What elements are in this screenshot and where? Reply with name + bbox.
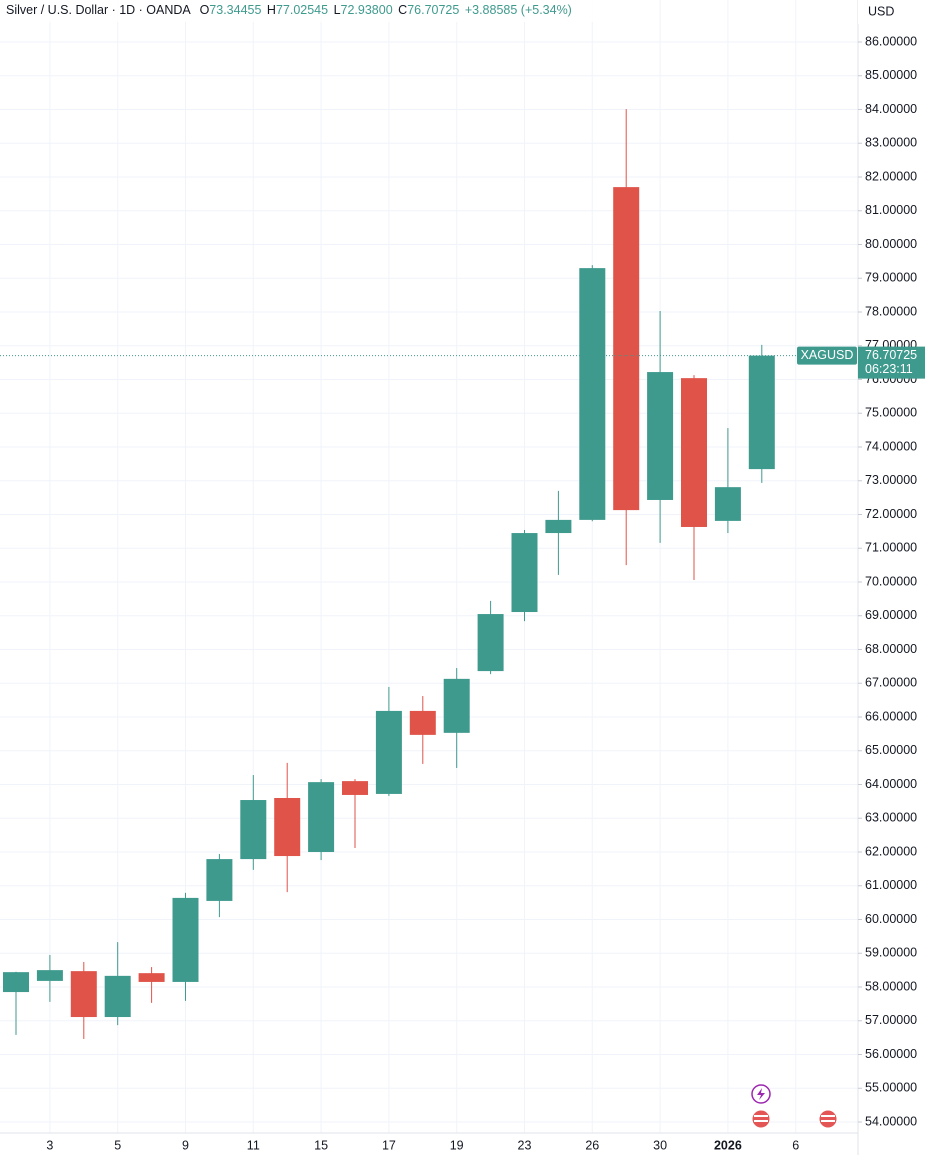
ohlc-value: 76.70725 <box>407 3 459 17</box>
x-tick-label: 5 <box>114 1138 121 1152</box>
candle-body <box>3 972 29 993</box>
flag-stripe <box>754 1115 768 1117</box>
candle-body <box>342 781 368 795</box>
y-tick-label: 70.00000 <box>865 574 917 588</box>
candle-body <box>545 519 572 534</box>
y-tick-label: 78.00000 <box>865 304 917 318</box>
countdown: 06:23:11 <box>865 362 913 376</box>
candle-body <box>681 378 707 527</box>
y-tick-label: 83.00000 <box>865 136 917 150</box>
x-tick-label: 23 <box>518 1138 532 1152</box>
y-tick-label: 61.00000 <box>865 878 917 892</box>
candle-body <box>748 355 775 470</box>
symbol-title: Silver / U.S. Dollar · 1D · OANDA <box>6 3 191 17</box>
y-tick-label: 68.00000 <box>865 642 917 656</box>
y-tick-label: 58.00000 <box>865 979 917 993</box>
candle-body <box>70 971 97 1018</box>
y-tick-label: 62.00000 <box>865 844 917 858</box>
grid <box>0 0 858 1133</box>
symbol-tag-label: XAGUSD <box>801 348 854 362</box>
x-tick-label: 30 <box>653 1138 667 1152</box>
x-tick-label: 3 <box>46 1138 53 1152</box>
y-tick-label: 67.00000 <box>865 676 917 690</box>
flag-icon[interactable] <box>751 1109 771 1129</box>
x-tick-label: 19 <box>450 1138 464 1152</box>
y-tick-label: 75.00000 <box>865 406 917 420</box>
y-tick-label: 72.00000 <box>865 507 917 521</box>
lightning <box>757 1088 765 1100</box>
x-tick-label: 17 <box>382 1138 396 1152</box>
ohlc-letter: C <box>398 3 407 17</box>
y-tick-label: 73.00000 <box>865 473 917 487</box>
y-tick-label: 81.00000 <box>865 203 917 217</box>
candle-body <box>647 372 674 500</box>
price-tag-label: 76.70725 <box>865 348 917 362</box>
x-tick-label: 15 <box>314 1138 328 1152</box>
ohlc-letter: L <box>334 3 341 17</box>
candle-body <box>443 678 470 733</box>
y-tick-label: 66.00000 <box>865 709 917 723</box>
symbol-tag <box>797 346 857 365</box>
currency[interactable]: USD <box>868 4 894 18</box>
candle-body <box>240 800 267 860</box>
candle-body <box>714 487 741 521</box>
y-tick-label: 60.00000 <box>865 912 917 926</box>
x-tick-label: 26 <box>585 1138 599 1152</box>
y-tick-label: 64.00000 <box>865 777 917 791</box>
price-tag <box>858 346 925 379</box>
flag-stripe <box>754 1120 768 1122</box>
y-tick-label: 84.00000 <box>865 102 917 116</box>
y-tick-label: 65.00000 <box>865 743 917 757</box>
candle-body <box>36 970 63 981</box>
y-tick-label: 69.00000 <box>865 608 917 622</box>
y-tick-label: 85.00000 <box>865 68 917 82</box>
y-tick-label: 86.00000 <box>865 34 917 48</box>
flag-stripe <box>821 1120 835 1122</box>
change-pct: (+5.34%) <box>521 3 572 17</box>
change: +3.88585 <box>465 3 518 17</box>
header: Silver / U.S. Dollar · 1D · OANDA O73.34… <box>6 3 572 17</box>
flag-icon[interactable] <box>818 1109 838 1129</box>
ohlc-letter: H <box>267 3 276 17</box>
y-tick-label: 63.00000 <box>865 811 917 825</box>
event-icons <box>751 1084 838 1129</box>
y-tick-label: 82.00000 <box>865 169 917 183</box>
candle-body <box>477 614 504 672</box>
candle-body <box>613 187 640 511</box>
candle-body <box>375 710 402 794</box>
y-tick-label: 59.00000 <box>865 946 917 960</box>
y-tick-label: 79.00000 <box>865 271 917 285</box>
flag-stripe <box>821 1115 835 1117</box>
x-tick-label: 6 <box>792 1138 799 1152</box>
candle-body <box>172 897 199 982</box>
y-tick-label: 54.00000 <box>865 1114 917 1128</box>
candle-body <box>579 268 606 520</box>
y-tick-label: 74.00000 <box>865 439 917 453</box>
x-tick-label: 9 <box>182 1138 189 1152</box>
ohlc-value: 77.02545 <box>276 3 328 17</box>
ohlc-value: 73.34455 <box>209 3 261 17</box>
y-tick-label: 71.00000 <box>865 541 917 555</box>
candle-body <box>308 782 335 852</box>
y-tick-label: 57.00000 <box>865 1013 917 1027</box>
candle-body <box>104 975 131 1018</box>
y-tick-label: 55.00000 <box>865 1081 917 1095</box>
currency-box <box>858 0 925 24</box>
candle-body <box>138 973 165 982</box>
candle-body <box>274 797 301 857</box>
candle-body <box>409 710 436 735</box>
candles <box>3 109 775 1039</box>
y-tick-label: 56.00000 <box>865 1047 917 1061</box>
candle-body <box>511 533 538 613</box>
candle-body <box>206 859 233 901</box>
x-tick-label: 2026 <box>714 1138 742 1152</box>
header-bg <box>0 0 600 22</box>
y-tick-label: 80.00000 <box>865 237 917 251</box>
ohlc-letter: O <box>200 3 210 17</box>
x-tick-label: 11 <box>247 1138 260 1152</box>
ohlc-value: 72.93800 <box>341 3 393 17</box>
